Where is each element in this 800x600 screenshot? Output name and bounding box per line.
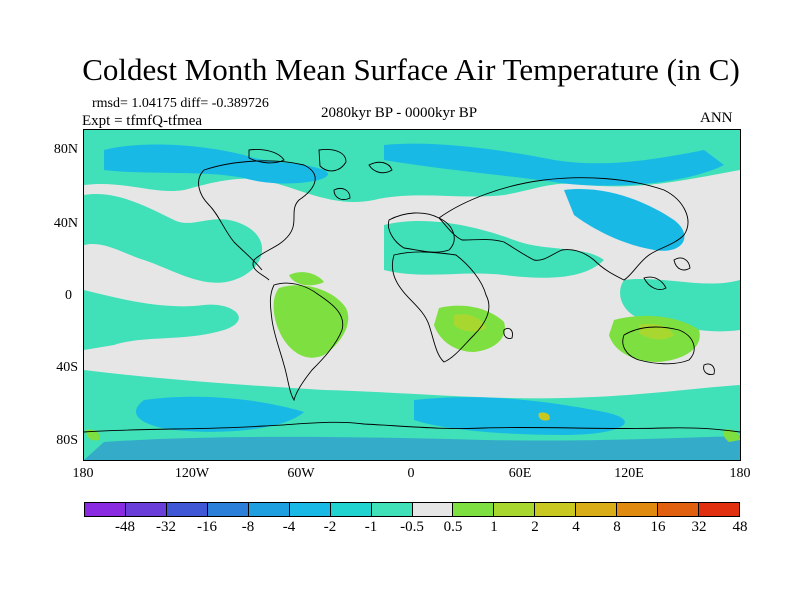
colorbar-swatch [699,503,739,516]
colorbar-label: 1 [490,519,498,535]
colorbar-swatch [371,503,413,516]
x-tick-label: 180 [72,466,94,481]
colorbar-swatch [658,503,700,516]
colorbar-label: 16 [650,519,666,535]
x-tick-label: 120E [614,466,644,481]
chart-title: Coldest Month Mean Surface Air Temperatu… [82,52,740,87]
coastlines [84,149,740,433]
x-tick-label: 60E [508,466,532,481]
colorbar-swatch [535,503,577,516]
negative-anomaly-regions [84,130,740,460]
y-tick-label: 80N [53,142,78,157]
colorbar-label: -4 [282,519,296,535]
y-tick-label: 80S [56,433,78,448]
colorbar-label: -32 [156,519,176,535]
colorbar-swatch [453,503,495,516]
colorbar-label: 32 [691,519,707,535]
period-label: 2080kyr BP - 0000kyr BP [321,105,478,121]
colorbar-swatch [248,503,290,516]
colorbar-label: -1 [364,519,378,535]
colorbar-label: -16 [197,519,217,535]
x-tick-label: 0 [407,466,415,481]
colorbar-label: -0.5 [400,519,424,535]
colorbar-label: 48 [732,519,748,535]
y-tick-label: 40S [56,360,78,375]
colorbar-swatch [125,503,167,516]
colorbar-label: 2 [531,519,539,535]
y-tick-label: 40N [53,216,78,231]
experiment-label: Expt = tfmfQ-tfmea [82,113,203,129]
stats-text: rmsd= 1.04175 diff= -0.389726 [92,96,269,111]
colorbar-label: -8 [241,519,255,535]
colorbar-swatch [166,503,208,516]
colorbar-label: 4 [572,519,580,535]
x-tick-label: 60W [287,466,315,481]
map-plot-area [84,130,740,460]
colorbar-label: 0.5 [443,519,463,535]
x-tick-label: 180 [729,466,751,481]
x-tick-label: 120W [174,466,210,481]
season-label: ANN [700,110,733,126]
colorbar-swatch [330,503,372,516]
colorbar-swatch [412,503,454,516]
colorbar-swatch [85,503,126,516]
colorbar [84,502,740,517]
colorbar-label: -2 [323,519,337,535]
colorbar-swatch [207,503,249,516]
colorbar-swatch [289,503,331,516]
colorbar-swatch [494,503,536,516]
colorbar-label: 8 [613,519,621,535]
temperature-anomaly-map [84,130,740,460]
colorbar-label: -48 [115,519,135,535]
colorbar-swatch [617,503,659,516]
y-tick-label: 0 [65,288,72,303]
colorbar-swatch [576,503,618,516]
